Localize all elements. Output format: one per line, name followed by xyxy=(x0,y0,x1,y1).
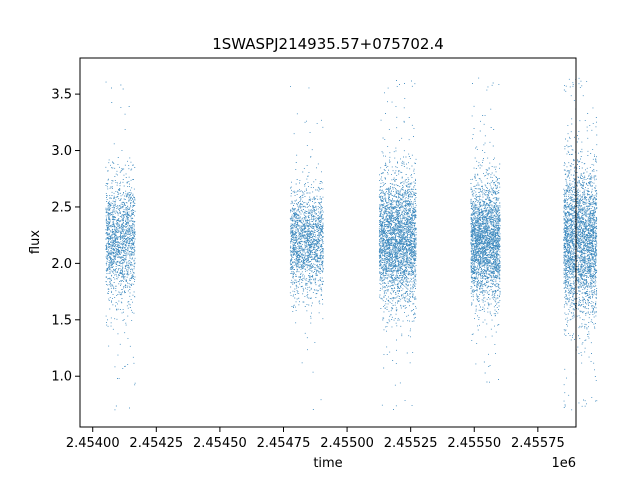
y-tick-label: 2.5 xyxy=(51,200,72,215)
x-tick-label: 2.45525 xyxy=(384,436,438,451)
season-points xyxy=(563,77,598,411)
season-points xyxy=(289,86,324,410)
chart-title: 1SWASPJ214935.57+075702.4 xyxy=(212,35,444,53)
x-tick-label: 2.45400 xyxy=(66,436,120,451)
x-tick-label: 2.45550 xyxy=(447,436,501,451)
y-tick-label: 3.5 xyxy=(51,88,72,103)
season-points xyxy=(470,77,501,383)
y-tick-label: 3.0 xyxy=(51,144,72,159)
plot-frame xyxy=(79,57,577,428)
x-tick-label: 2.45450 xyxy=(193,436,247,451)
season-points xyxy=(105,81,136,411)
scatter-points xyxy=(105,77,598,411)
x-axis-offset-label: 1e6 xyxy=(551,456,576,471)
y-tick-label: 1.5 xyxy=(51,313,72,328)
y-axis-label: flux xyxy=(28,230,43,254)
x-tick-label: 2.45425 xyxy=(129,436,183,451)
y-axis: 1.0 1.5 2.0 2.5 3.0 3.5 xyxy=(51,88,80,385)
y-tick-label: 1.0 xyxy=(51,370,72,385)
x-tick-label: 2.45575 xyxy=(511,436,565,451)
y-tick-label: 2.0 xyxy=(51,257,72,272)
x-axis-label: time xyxy=(313,456,342,471)
x-tick-label: 2.45500 xyxy=(320,436,374,451)
x-axis: 2.45400 2.45425 2.45450 2.45475 2.45500 2.455… xyxy=(66,427,565,451)
x-tick-label: 2.45475 xyxy=(257,436,311,451)
season-points xyxy=(378,80,417,410)
